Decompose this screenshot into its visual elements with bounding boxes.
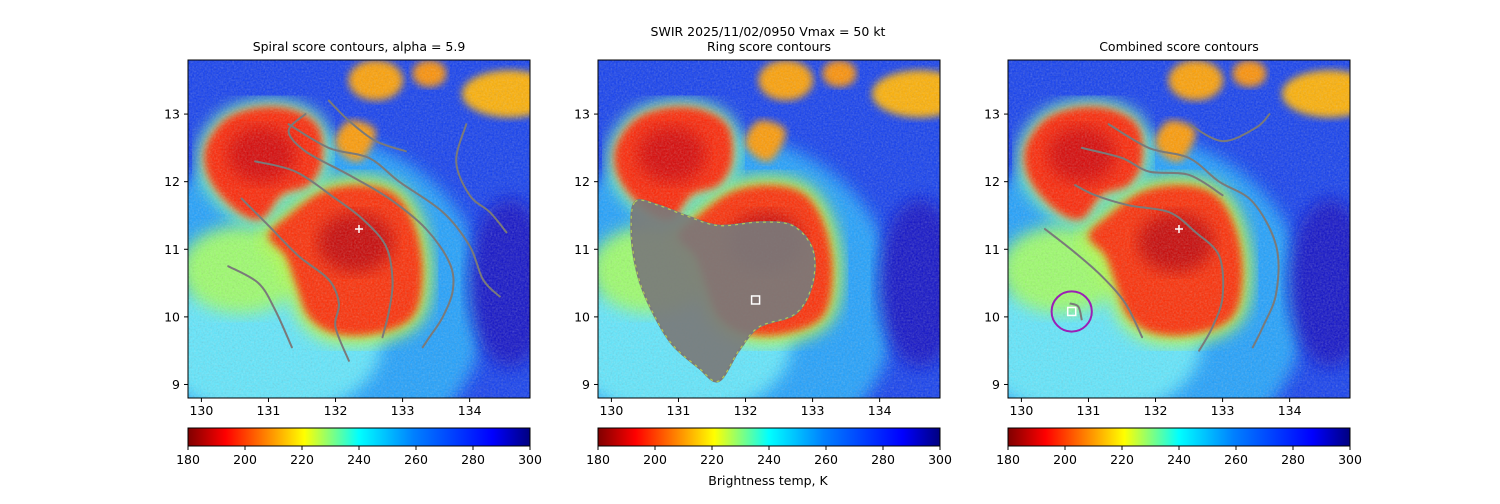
- y-tick-label: 11: [984, 242, 1000, 257]
- colorbar-gradient: [1007, 427, 1351, 447]
- colorbar-tick-label: 180: [996, 452, 1020, 467]
- spiral-contour-line: [287, 123, 501, 298]
- x-tick-label: 130: [189, 403, 213, 418]
- panel-title: Ring score contours: [707, 39, 831, 54]
- y-tick-label: 11: [164, 242, 180, 257]
- center-plus-marker: [355, 225, 363, 233]
- spiral-contour-line: [1188, 113, 1271, 143]
- brightness-temp-image: [1008, 60, 1350, 398]
- colorbar: 180 200 220 240 260 280 300: [586, 427, 952, 467]
- y-tick-label: 13: [164, 107, 180, 122]
- x-tick-label: 132: [1144, 403, 1168, 418]
- ring-contour-edge: [630, 199, 816, 383]
- colorbar-gradient: [597, 427, 941, 447]
- spiral-contour-line: [327, 99, 407, 153]
- spiral-contour-line: [287, 113, 455, 349]
- colorbar-tick-label: 220: [700, 452, 724, 467]
- spiral-contour-line: [1069, 302, 1083, 321]
- spiral-contour-line: [254, 160, 394, 339]
- y-tick-label: 12: [984, 174, 1000, 189]
- x-tick-label: 130: [599, 403, 623, 418]
- x-tick-label: 131: [1077, 403, 1101, 418]
- x-tick-label: 132: [734, 403, 758, 418]
- x-tick-label: 131: [257, 403, 281, 418]
- x-tick-label: 133: [391, 403, 415, 418]
- score-contours: [227, 99, 508, 362]
- panel-title: Combined score contours: [1099, 39, 1259, 54]
- colorbar-tick-label: 260: [1224, 452, 1248, 467]
- x-tick-label: 130: [1009, 403, 1033, 418]
- colorbar-gradient: [187, 427, 531, 447]
- x-tick-label: 134: [458, 403, 482, 418]
- x-tick-label: 132: [324, 403, 348, 418]
- colorbar-tick-label: 280: [1281, 452, 1305, 467]
- colorbar-tick-label: 240: [757, 452, 781, 467]
- secondary-center-circle: [1050, 290, 1093, 333]
- colorbar-tick-label: 200: [1053, 452, 1077, 467]
- panel-2: Ring score contours 130 131 132 133 134 9 10 11 1…: [574, 39, 952, 467]
- colorbar-tick-label: 300: [928, 452, 952, 467]
- y-tick-label: 10: [984, 309, 1000, 324]
- colorbar-tick-label: 260: [814, 452, 838, 467]
- y-tick-label: 13: [574, 107, 590, 122]
- score-contours: [1043, 113, 1280, 352]
- center-plus-marker: [1175, 225, 1183, 233]
- y-tick-label: 12: [574, 174, 590, 189]
- y-tick-label: 10: [164, 309, 180, 324]
- spiral-contour-line: [1080, 146, 1224, 197]
- axes-frame: [1007, 59, 1351, 399]
- suptitle: SWIR 2025/11/02/0950 Vmax = 50 kt: [651, 24, 886, 39]
- colorbar-tick-label: 220: [1110, 452, 1134, 467]
- colorbar-tick-label: 180: [176, 452, 200, 467]
- colorbar-tick-label: 200: [643, 452, 667, 467]
- spiral-contour-line: [455, 123, 508, 234]
- x-tick-label: 131: [667, 403, 691, 418]
- spiral-contour-line: [227, 265, 293, 349]
- axes-frame: [187, 59, 531, 399]
- spiral-contour-line: [1043, 228, 1144, 339]
- y-tick-label: 12: [164, 174, 180, 189]
- y-tick-label: 9: [172, 377, 180, 392]
- panel-title: Spiral score contours, alpha = 5.9: [253, 39, 466, 54]
- x-tick-label: 134: [868, 403, 892, 418]
- x-tick-label: 133: [1211, 403, 1235, 418]
- colorbar-tick-label: 220: [290, 452, 314, 467]
- colorbar-tick-label: 300: [1338, 452, 1362, 467]
- center-square-marker: [750, 295, 761, 305]
- colorbar-tick-label: 280: [871, 452, 895, 467]
- score-contours: [630, 199, 816, 383]
- colorbar-tick-label: 280: [461, 452, 485, 467]
- y-tick-label: 11: [574, 242, 590, 257]
- y-tick-label: 13: [984, 107, 1000, 122]
- axes-frame: [597, 59, 941, 399]
- colorbar: 180 200 220 240 260 280 300: [996, 427, 1362, 467]
- secondary-square-marker: [1066, 306, 1077, 317]
- y-tick-label: 9: [992, 377, 1000, 392]
- x-tick-label: 133: [801, 403, 825, 418]
- spiral-contour-line: [1074, 184, 1225, 352]
- colorbar-tick-label: 240: [1167, 452, 1191, 467]
- x-tick-label: 134: [1278, 403, 1302, 418]
- colorbar: 180 200 220 240 260 280 300: [176, 427, 542, 467]
- colorbar-tick-label: 240: [347, 452, 371, 467]
- y-tick-label: 10: [574, 309, 590, 324]
- colorbar-tick-label: 200: [233, 452, 257, 467]
- colorbar-label: Brightness temp, K: [708, 473, 828, 488]
- spiral-contour-line: [240, 197, 350, 362]
- colorbar-tick-label: 180: [586, 452, 610, 467]
- y-tick-label: 9: [582, 377, 590, 392]
- panel-3: Combined score contours 130 131 132 133 134 9 1…: [984, 39, 1362, 467]
- spiral-contour-line: [1107, 123, 1280, 349]
- colorbar-tick-label: 260: [404, 452, 428, 467]
- colorbar-tick-label: 300: [518, 452, 542, 467]
